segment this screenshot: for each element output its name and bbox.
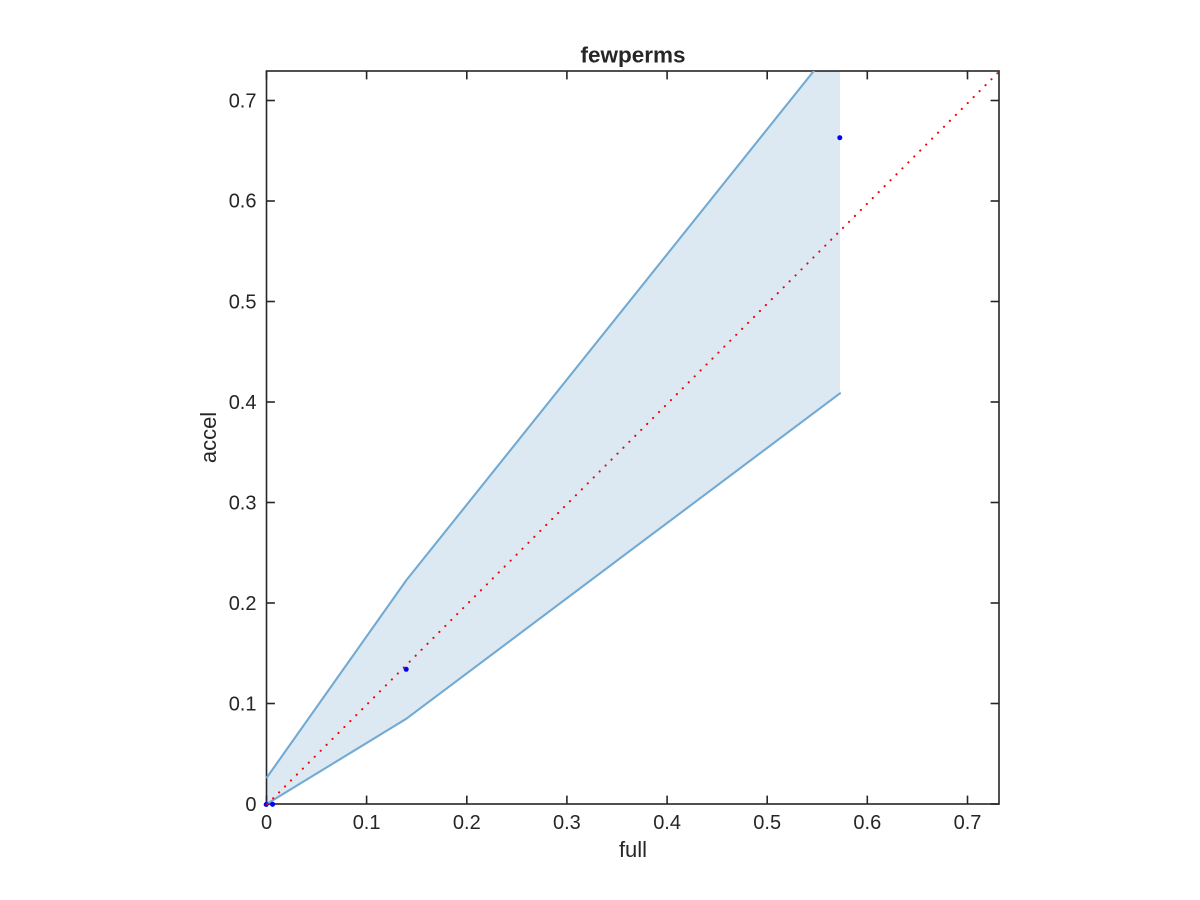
svg-text:0.2: 0.2 xyxy=(229,593,257,615)
svg-text:0: 0 xyxy=(261,812,272,834)
svg-text:0.5: 0.5 xyxy=(229,292,257,314)
svg-text:0.2: 0.2 xyxy=(453,812,481,834)
svg-text:full: full xyxy=(619,837,647,862)
svg-text:0.5: 0.5 xyxy=(753,812,781,834)
svg-text:0.1: 0.1 xyxy=(229,694,257,716)
svg-text:0.1: 0.1 xyxy=(353,812,381,834)
svg-text:0.3: 0.3 xyxy=(229,493,257,515)
svg-text:0: 0 xyxy=(245,794,256,816)
svg-text:0.6: 0.6 xyxy=(853,812,881,834)
svg-text:0.3: 0.3 xyxy=(553,812,581,834)
svg-text:0.7: 0.7 xyxy=(954,812,982,834)
svg-text:accel: accel xyxy=(196,412,221,463)
svg-text:0.4: 0.4 xyxy=(229,392,257,414)
svg-text:0.7: 0.7 xyxy=(229,91,257,113)
svg-text:fewperms: fewperms xyxy=(580,43,685,68)
svg-text:0.6: 0.6 xyxy=(229,191,257,213)
svg-text:0.4: 0.4 xyxy=(653,812,681,834)
